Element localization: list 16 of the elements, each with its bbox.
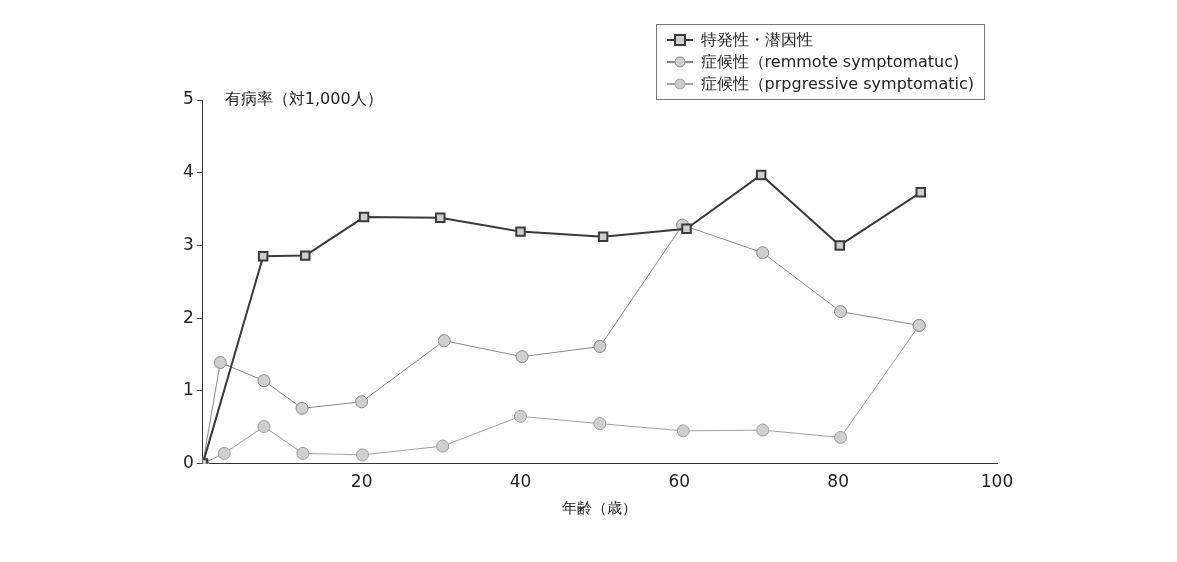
legend-label: 症候性（remmote symptomatuc) [700,51,960,73]
x-tick-label: 20 [350,471,373,492]
y-tick-label: 0 [182,452,194,473]
y-tick-label: 2 [182,306,194,327]
y-axis-title: 有病率（対1,000人） [224,89,383,109]
x-tick-label: 40 [509,471,532,492]
y-tick-label: 5 [182,88,194,109]
legend-label: 特発性・潜因性 [700,29,813,51]
y-tick-label: 4 [182,161,194,182]
y-tick-label: 1 [182,379,194,400]
x-tick-label: 100 [980,471,1014,492]
y-tick-label: 3 [182,233,194,254]
x-axis-title: 年齢（歳） [562,498,638,517]
x-tick-label: 60 [668,471,691,492]
legend-label: 症候性（prpgressive symptomatic) [700,73,974,95]
x-tick-label: 80 [827,471,849,492]
